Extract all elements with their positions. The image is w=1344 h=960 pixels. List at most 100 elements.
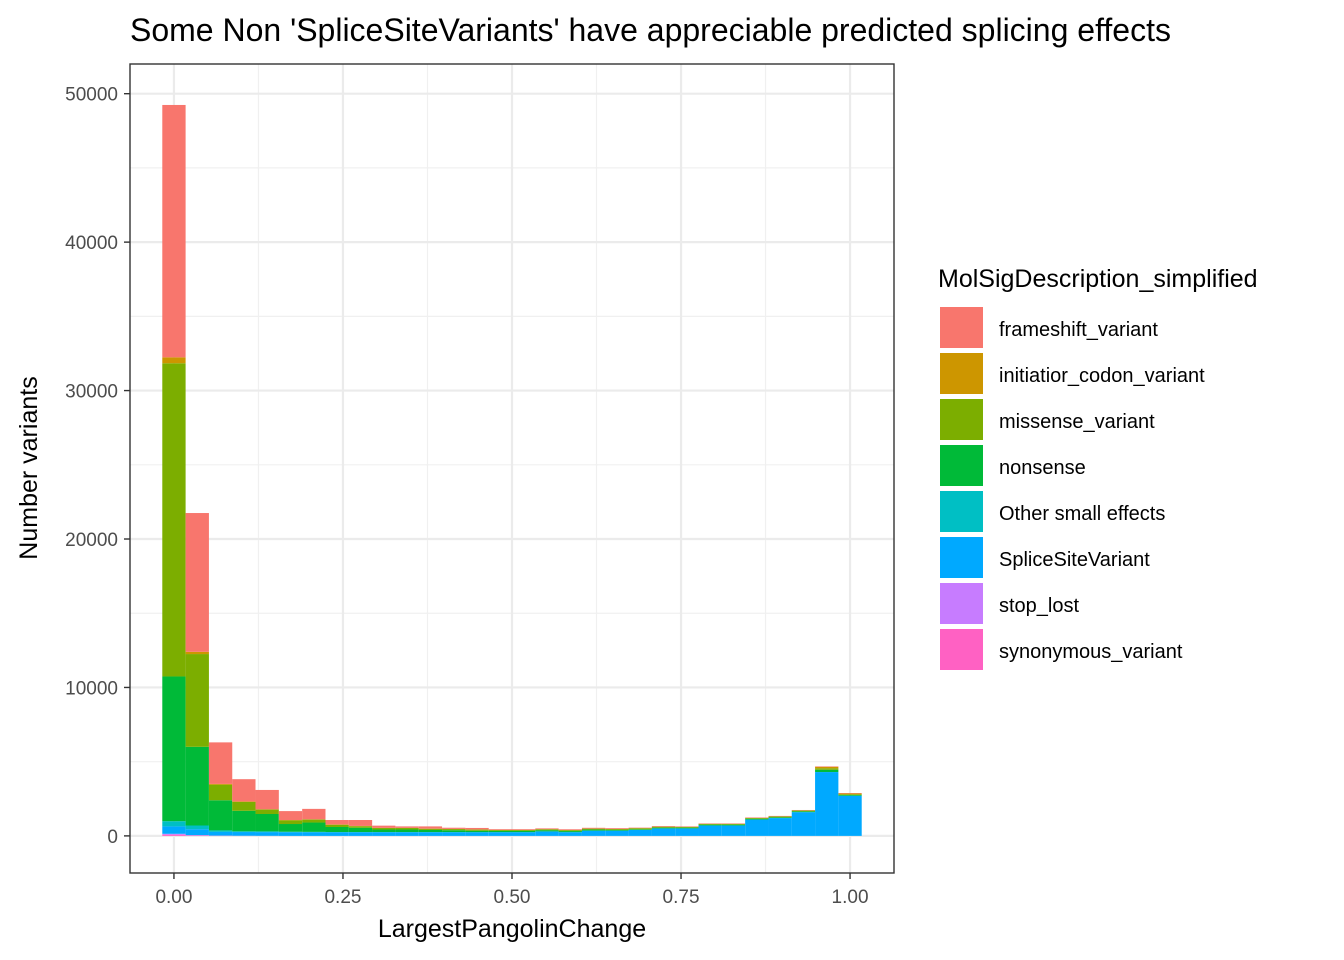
bar-segment — [255, 831, 279, 833]
bar-segment — [838, 793, 862, 795]
bar-segment — [372, 829, 396, 833]
legend-swatch — [940, 537, 983, 578]
bar-segment — [651, 826, 676, 827]
bar-segment — [162, 826, 186, 834]
bar-segment — [721, 825, 746, 836]
bar-segment — [348, 826, 373, 828]
bar-segment — [628, 828, 652, 830]
bar-segment — [418, 826, 443, 829]
bar-segment — [372, 832, 396, 836]
bar-segment — [535, 830, 559, 832]
y-axis: 0 10000 20000 30000 40000 50000 — [65, 85, 130, 848]
bar-segment — [745, 818, 769, 820]
legend-label: frameshift_variant — [999, 319, 1158, 341]
bar-segment — [605, 828, 629, 830]
bar-segment — [745, 819, 769, 836]
bar-segment — [605, 828, 629, 829]
bar-segment — [511, 830, 536, 831]
bar-segment — [255, 832, 279, 836]
y-tick-label: 10000 — [65, 678, 118, 699]
legend-swatch — [940, 491, 983, 532]
bar-segment — [302, 832, 326, 836]
bar-segment — [325, 824, 349, 827]
bar-segment — [325, 832, 349, 836]
bar-segment — [838, 794, 862, 796]
y-axis-title: Number variants — [15, 376, 43, 559]
bar-segment — [815, 766, 839, 769]
bar-segment — [535, 828, 559, 830]
bar-segment — [162, 821, 186, 827]
y-tick-label: 20000 — [65, 530, 118, 551]
chart-title: Some Non 'SpliceSiteVariants' have appre… — [130, 12, 1171, 48]
bar-segment — [791, 810, 816, 812]
plot-panel — [129, 63, 895, 874]
bar-segment — [185, 513, 209, 652]
bar-segment — [488, 830, 513, 833]
legend-swatch — [940, 353, 983, 394]
bar-segment — [302, 808, 326, 820]
bar-segment — [581, 829, 606, 831]
bar-segment — [208, 830, 233, 832]
bar-segment — [511, 829, 536, 830]
bar-segment — [185, 651, 209, 655]
legend-label: nonsense — [999, 457, 1086, 479]
bar-segment — [628, 829, 652, 836]
bar-segment — [465, 829, 489, 831]
bar-segment — [232, 831, 256, 833]
x-axis: 0.00 0.25 0.50 0.75 1.00 — [155, 873, 869, 908]
bars — [162, 104, 862, 836]
bar-segment — [815, 768, 839, 770]
bar-segment — [162, 363, 186, 677]
bar-segment — [558, 829, 582, 831]
legend-label: missense_variant — [999, 411, 1155, 433]
bar-segment — [442, 827, 466, 829]
bar-segment — [815, 772, 839, 836]
bar-segment — [721, 823, 746, 825]
bar-segment — [698, 824, 722, 826]
bar-segment — [208, 800, 233, 831]
bar-segment — [232, 779, 256, 802]
legend-swatch — [940, 399, 983, 440]
bar-segment — [208, 831, 233, 836]
bar-segment — [232, 832, 256, 836]
bar-segment — [442, 832, 466, 836]
bar-segment — [162, 357, 186, 364]
bar-segment — [302, 819, 326, 823]
legend-swatch — [940, 583, 983, 624]
bar-segment — [581, 828, 606, 830]
bar-segment — [698, 825, 722, 836]
legend: MolSigDescription_simplified frameshift_… — [938, 265, 1258, 670]
bar-segment — [162, 104, 186, 358]
x-tick-label: 0.00 — [155, 887, 192, 908]
bar-segment — [232, 801, 256, 811]
legend-label: SpliceSiteVariant — [999, 549, 1150, 571]
bar-segment — [768, 816, 792, 818]
bar-segment — [768, 817, 792, 819]
bar-segment — [581, 827, 606, 829]
bar-segment — [838, 794, 862, 795]
bar-segment — [535, 831, 559, 836]
bar-segment — [651, 827, 676, 829]
bar-segment — [348, 820, 373, 826]
bar-segment — [255, 809, 279, 814]
x-axis-title: LargestPangolinChange — [378, 915, 646, 943]
bar-segment — [278, 811, 303, 821]
bar-segment — [302, 822, 326, 832]
bar-segment — [815, 769, 839, 772]
x-tick-label: 0.75 — [663, 887, 700, 908]
bar-segment — [162, 834, 186, 836]
y-tick-label: 30000 — [65, 382, 118, 403]
bar-segment — [488, 829, 513, 830]
bar-segment — [465, 832, 489, 836]
legend-label: synonymous_variant — [999, 641, 1183, 663]
bar-segment — [558, 832, 582, 836]
bar-segment — [675, 826, 699, 828]
bar-segment — [465, 830, 489, 833]
bar-segment — [325, 826, 349, 833]
bar-segment — [372, 828, 396, 830]
bar-segment — [162, 833, 186, 835]
bar-segment — [278, 820, 303, 825]
bar-segment — [418, 832, 443, 836]
bar-segment — [255, 813, 279, 832]
